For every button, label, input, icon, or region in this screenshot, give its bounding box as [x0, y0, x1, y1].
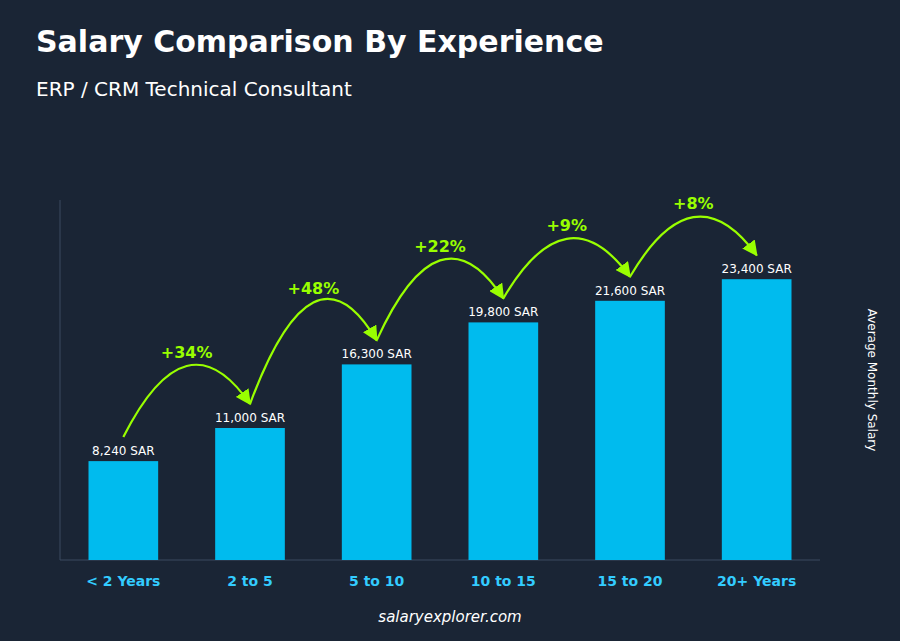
change-arc — [503, 238, 630, 298]
annotation: +9% — [546, 216, 587, 235]
bar — [595, 301, 665, 560]
x-axis-line — [60, 560, 820, 561]
change-arc — [123, 365, 250, 437]
data-label: 11,000 SAR — [215, 411, 285, 425]
change-arc — [630, 217, 757, 277]
annotation: +8% — [673, 194, 714, 213]
bars — [89, 279, 792, 560]
data-label: 8,240 SAR — [92, 444, 155, 458]
footer: salaryexplorer.com — [378, 608, 521, 626]
bar — [722, 279, 792, 560]
x-tick-label: 5 to 10 — [349, 573, 405, 589]
data-label: 19,800 SAR — [468, 305, 538, 319]
y-axis-label: Average Monthly Salary — [865, 309, 879, 452]
x-tick-label: 15 to 20 — [597, 573, 662, 589]
x-tick-label: 20+ Years — [717, 573, 796, 589]
x-tick-label: < 2 Years — [86, 573, 160, 589]
title: Salary Comparison By Experience — [36, 24, 604, 59]
annotation: +48% — [287, 279, 339, 298]
change-arc — [250, 299, 377, 404]
bar — [89, 461, 159, 560]
bar — [215, 428, 285, 560]
data-label: 16,300 SAR — [342, 347, 412, 361]
bar — [469, 322, 539, 560]
annotation: +22% — [414, 237, 466, 256]
bar — [342, 364, 412, 560]
change-arcs — [123, 217, 756, 438]
data-label: 23,400 SAR — [722, 262, 792, 276]
annotation: +34% — [161, 343, 213, 362]
background — [0, 0, 900, 641]
x-tick-label: 2 to 5 — [227, 573, 273, 589]
chart: Salary Comparison By Experience ERP / CRM… — [0, 0, 900, 641]
data-label: 21,600 SAR — [595, 284, 665, 298]
x-tick-label: 10 to 15 — [471, 573, 536, 589]
subtitle: ERP / CRM Technical Consultant — [36, 77, 352, 101]
y-axis-line — [60, 200, 61, 560]
change-arc — [377, 259, 504, 341]
